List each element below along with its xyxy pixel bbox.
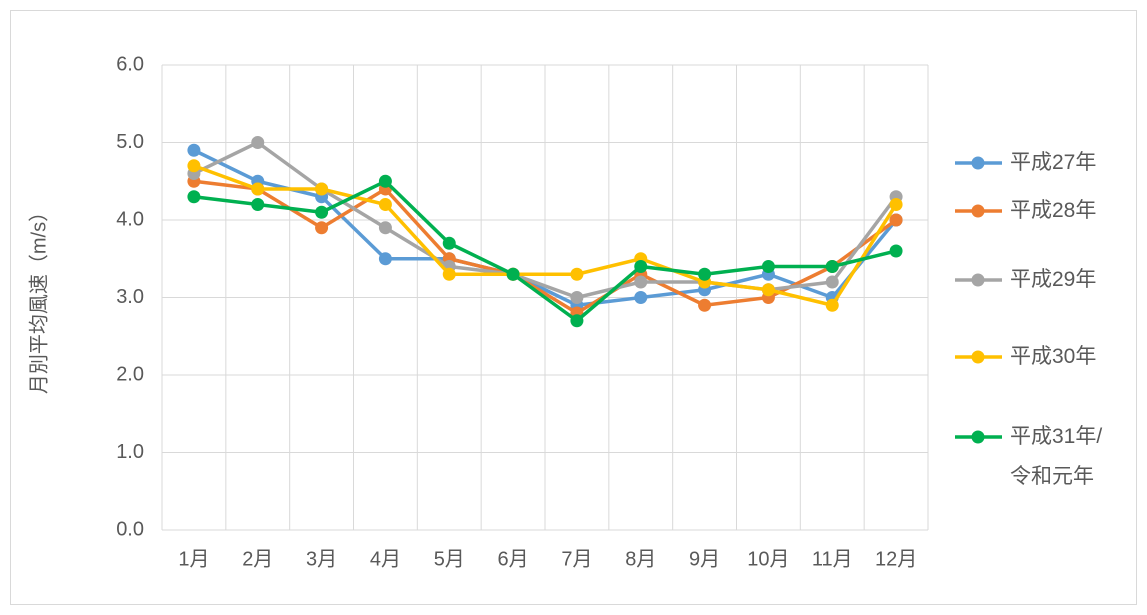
data-point [634, 291, 648, 304]
y-tick-label: 0.0 [116, 518, 144, 540]
data-point [570, 291, 584, 304]
data-point [315, 182, 329, 196]
x-tick-label: 12月 [875, 548, 917, 570]
y-tick-label: 6.0 [116, 53, 144, 75]
data-point [442, 267, 456, 281]
legend-label: 平成29年 [1010, 268, 1097, 291]
x-tick-label: 1月 [178, 548, 209, 570]
y-tick-label: 3.0 [116, 286, 144, 308]
data-point [889, 244, 903, 258]
data-point [378, 252, 392, 266]
legend-label: 平成30年 [1010, 345, 1097, 368]
x-tick-label: 8月 [625, 548, 656, 570]
legend-label: 平成27年 [1010, 151, 1097, 174]
data-point [315, 205, 329, 219]
x-tick-label: 6月 [498, 548, 529, 570]
data-point [698, 267, 712, 281]
x-tick-label: 3月 [306, 548, 337, 570]
legend-marker [971, 273, 985, 287]
data-point [889, 213, 903, 227]
data-point [378, 174, 392, 188]
data-point [251, 182, 265, 196]
data-point [251, 136, 265, 149]
y-axis-title: 月別平均風速（m/s） [27, 202, 50, 394]
legend-marker [971, 156, 985, 170]
x-tick-label: 4月 [370, 548, 401, 570]
x-tick-label: 5月 [434, 548, 465, 570]
data-point [442, 236, 456, 250]
data-point [251, 198, 265, 211]
series-line [193, 148, 898, 307]
data-point [187, 159, 201, 173]
data-point [187, 143, 201, 157]
x-tick-label: 11月 [812, 548, 853, 570]
series-line [193, 179, 897, 323]
series-line [193, 140, 898, 300]
data-point [187, 190, 201, 204]
data-point [761, 283, 775, 297]
data-point [698, 298, 712, 312]
data-point [315, 221, 329, 235]
data-point [378, 198, 392, 211]
data-point [570, 314, 584, 328]
series-line [193, 164, 898, 307]
data-point [634, 260, 648, 273]
y-tick-label: 5.0 [116, 131, 144, 153]
legend-marker [971, 350, 985, 364]
data-point [378, 221, 392, 235]
legend-marker [971, 430, 985, 444]
x-tick-label: 10月 [747, 548, 789, 570]
data-point [634, 275, 648, 289]
x-tick-label: 9月 [689, 548, 720, 570]
legend-label: 平成28年 [1010, 199, 1097, 222]
data-point [506, 267, 520, 281]
x-tick-label: 7月 [561, 548, 592, 570]
y-tick-label: 4.0 [116, 208, 144, 230]
data-point [570, 267, 584, 281]
data-point [825, 260, 839, 273]
data-point [761, 260, 775, 273]
legend-marker [971, 204, 985, 218]
data-point [889, 198, 903, 211]
x-tick-label: 2月 [242, 548, 273, 570]
y-tick-label: 1.0 [116, 441, 144, 463]
data-point [825, 275, 839, 289]
y-tick-label: 2.0 [116, 363, 144, 385]
data-point [825, 298, 839, 312]
legend-label: 平成31年/令和元年 [1010, 425, 1103, 488]
